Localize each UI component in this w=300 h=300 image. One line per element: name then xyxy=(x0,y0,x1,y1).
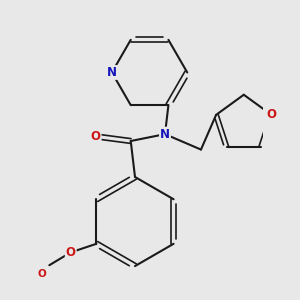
Text: O: O xyxy=(37,268,46,279)
Text: N: N xyxy=(107,66,117,79)
Text: O: O xyxy=(91,130,100,143)
Text: N: N xyxy=(160,128,170,141)
Text: O: O xyxy=(266,108,277,122)
Text: O: O xyxy=(66,246,76,259)
